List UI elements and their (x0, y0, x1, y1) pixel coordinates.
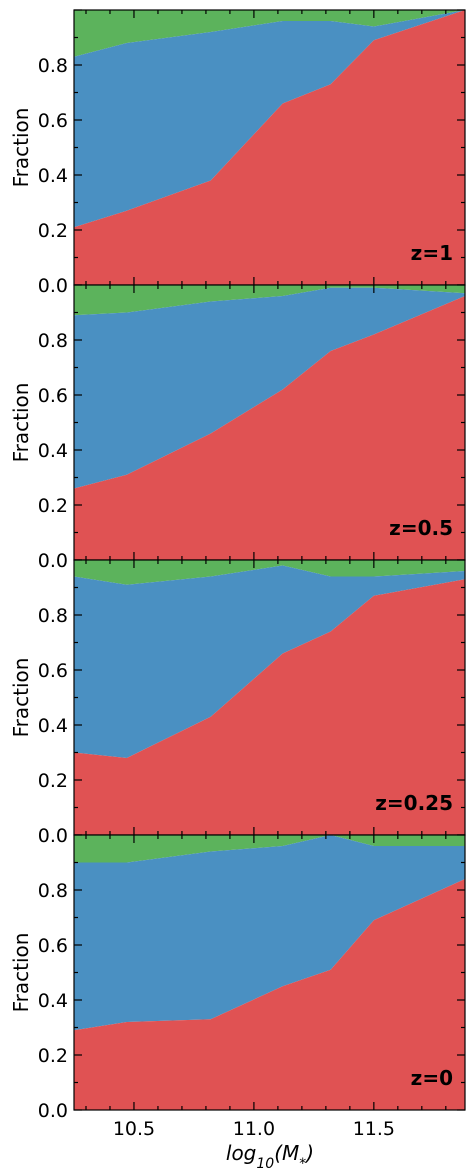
y-tick-label: 0.8 (38, 330, 68, 352)
blue-area (74, 835, 465, 1031)
y-tick-label: 0.4 (38, 440, 68, 462)
x-tick-label: 11.5 (353, 1118, 395, 1140)
x-tick-label: 10.5 (113, 1118, 155, 1140)
redshift-label: z=0 (411, 1066, 453, 1090)
red-area (74, 579, 465, 835)
y-tick-label: 0.4 (38, 715, 68, 737)
y-tick-label: 0.0 (38, 825, 68, 847)
panel-2: 0.0 0.2 0.4 0.6 0.8 Fraction z=0.5 (9, 284, 466, 572)
x-axis-label: log10(M*) (226, 1141, 314, 1172)
blue-area (74, 10, 465, 228)
y-axis-label: Fraction (9, 383, 33, 463)
y-tick-label: 0.2 (38, 495, 68, 517)
y-tick-label: 0.0 (38, 275, 68, 297)
green-area (74, 835, 465, 863)
y-axis-label: Fraction (9, 658, 33, 738)
y-tick-label: 0.0 (38, 550, 68, 572)
red-area (74, 879, 465, 1110)
y-tick-label: 0.6 (38, 660, 68, 682)
y-tick-label: 0.2 (38, 770, 68, 792)
y-tick-label: 0.2 (38, 1045, 68, 1067)
y-tick-label: 0.8 (38, 55, 68, 77)
red-area (74, 10, 465, 285)
y-tick-label: 0.8 (38, 880, 68, 902)
red-area (74, 296, 465, 560)
blue-area (74, 287, 465, 489)
green-area (74, 560, 465, 585)
panel-3: 0.0 0.2 0.4 0.6 0.8 Fraction z=0.25 (9, 559, 466, 847)
blue-area (74, 565, 465, 758)
x-tick-label: 11.0 (233, 1118, 275, 1140)
y-tick-label: 0.8 (38, 605, 68, 627)
y-tick-label: 0.6 (38, 110, 68, 132)
green-area (74, 10, 465, 57)
redshift-label: z=0.5 (389, 516, 453, 540)
y-tick-label: 0.4 (38, 165, 68, 187)
redshift-label: z=0.25 (375, 791, 453, 815)
panel-1: 0.0 0.2 0.4 0.6 0.8 Fraction z=1 (9, 9, 466, 297)
y-tick-label: 0.6 (38, 385, 68, 407)
green-area (74, 285, 465, 316)
y-tick-label: 0.2 (38, 220, 68, 242)
y-axis-label: Fraction (9, 108, 33, 188)
panel-4: 0.0 0.2 0.4 0.6 0.8 Fraction z=0 (9, 834, 466, 1122)
y-tick-label: 0.6 (38, 935, 68, 957)
y-axis-label: Fraction (9, 933, 33, 1013)
redshift-label: z=1 (411, 241, 453, 265)
y-tick-label: 0.0 (38, 1100, 68, 1122)
y-tick-label: 0.4 (38, 990, 68, 1012)
